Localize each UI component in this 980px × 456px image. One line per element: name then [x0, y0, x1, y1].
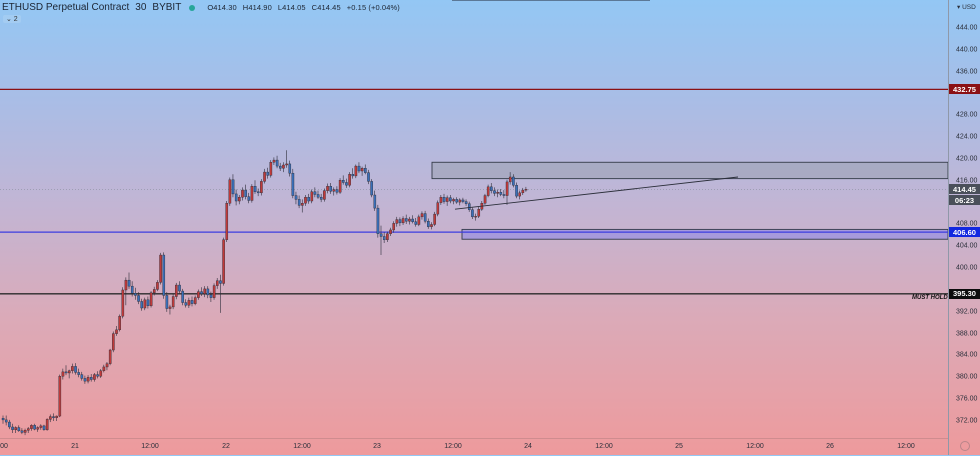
market-status-icon: [189, 4, 196, 11]
time-tick: 24: [524, 443, 532, 450]
time-tick: 26: [826, 443, 834, 450]
interval[interactable]: 30: [135, 2, 147, 13]
ohlc-open: O414.30: [207, 3, 237, 12]
toolbar-edge: [452, 0, 650, 1]
time-tick: 12:00: [444, 443, 462, 450]
time-tick: 12:00: [595, 443, 613, 450]
price-tick: 428.00: [956, 111, 978, 119]
time-tick: 21: [71, 443, 79, 450]
time-tick: 22: [222, 443, 230, 450]
price-tick: 444.00: [956, 24, 978, 32]
price-tick: 388.00: [956, 330, 978, 338]
time-tick: 12:00: [897, 443, 915, 450]
price-label: 432.75: [949, 84, 980, 95]
price-tick: 408.00: [956, 220, 978, 228]
price-tick: 416.00: [956, 177, 978, 185]
price-tick: 372.00: [956, 417, 978, 425]
price-tick: 404.00: [956, 242, 978, 250]
price-label: 395.30: [949, 288, 980, 299]
exchange: BYBIT: [152, 2, 182, 13]
currency-selector[interactable]: ▾ USD: [957, 4, 976, 11]
price-tick: 384.00: [956, 351, 978, 359]
ohlc-close: C414.45: [311, 3, 341, 12]
price-tick: 420.00: [956, 155, 978, 163]
price-chart[interactable]: [0, 0, 948, 438]
price-tick: 424.00: [956, 133, 978, 141]
ohlc-high: H414.90: [242, 3, 272, 12]
time-tick: 12:00: [746, 443, 764, 450]
price-tick: 436.00: [956, 68, 978, 76]
price-tick: 380.00: [956, 373, 978, 381]
price-tick: 376.00: [956, 395, 978, 403]
ohlc-low: L414.05: [277, 3, 306, 12]
symbol-legend[interactable]: ETHUSD Perpetual Contract 30 BYBIT O414.…: [2, 2, 400, 13]
time-axis[interactable]: [0, 438, 948, 456]
time-tick: 12:00: [293, 443, 311, 450]
bar-countdown-label: 06:23: [949, 195, 980, 206]
time-tick: 12:00: [141, 443, 159, 450]
price-tick: 392.00: [956, 308, 978, 316]
must-hold-annotation: MUST HOLD: [912, 294, 948, 301]
symbol-name[interactable]: ETHUSD Perpetual Contract: [2, 2, 130, 13]
price-label: 406.60: [949, 227, 980, 238]
ohlc-change: +0.15 (+0.04%): [346, 3, 400, 12]
time-tick: 25: [675, 443, 683, 450]
price-label: 414.45: [949, 184, 980, 195]
price-tick: 440.00: [956, 46, 978, 54]
time-tick: 23: [373, 443, 381, 450]
indicators-collapse-button[interactable]: ⌄ 2: [3, 15, 21, 23]
price-axis[interactable]: [948, 0, 980, 455]
price-tick: 400.00: [956, 264, 978, 272]
time-tick: 00: [0, 443, 8, 450]
chart-settings-gear-icon[interactable]: [960, 441, 970, 451]
